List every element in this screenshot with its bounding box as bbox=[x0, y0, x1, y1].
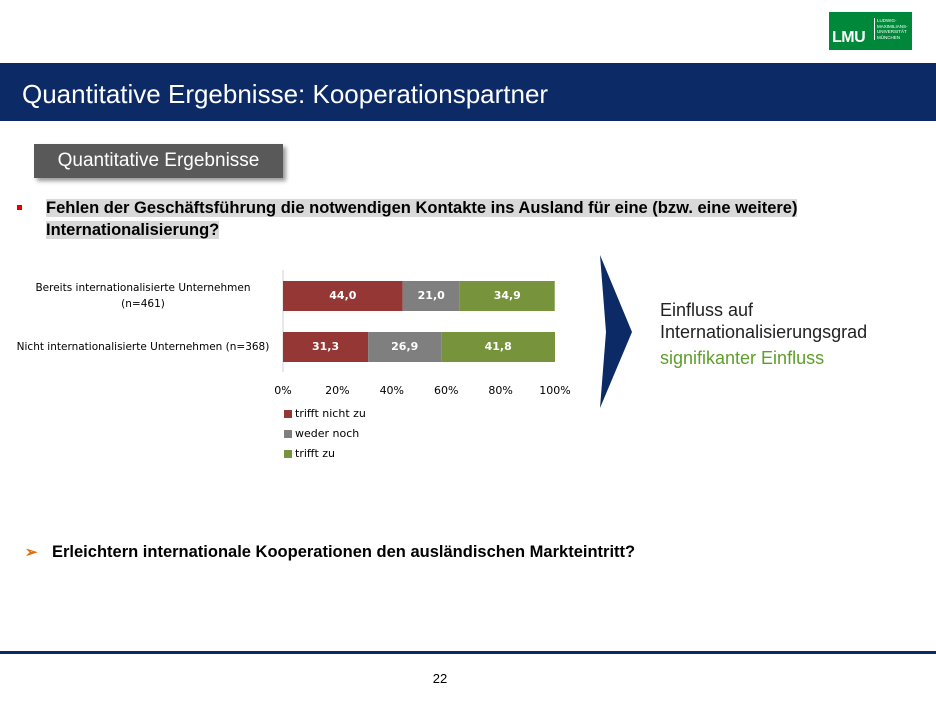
bar-segment bbox=[441, 332, 555, 362]
value-label: 31,3 bbox=[312, 340, 339, 353]
bar-segment bbox=[459, 281, 555, 311]
legend-label: trifft nicht zu bbox=[295, 407, 366, 420]
logo-mark: LMU bbox=[832, 29, 866, 46]
logo: LMU LUDWIG- MAXIMILIANS- UNIVERSITÄT MÜNCHE… bbox=[829, 12, 912, 50]
legend-swatch bbox=[284, 410, 292, 418]
callout-line: Einfluss auf bbox=[660, 300, 754, 320]
x-tick-label: 40% bbox=[380, 384, 404, 397]
logo-line: UNIVERSITÄT bbox=[877, 29, 907, 34]
value-label: 21,0 bbox=[418, 289, 445, 302]
legend-swatch bbox=[284, 430, 292, 438]
bar-segment bbox=[283, 332, 369, 362]
header-band bbox=[0, 63, 936, 121]
x-tick-label: 60% bbox=[434, 384, 458, 397]
logo-line: MAXIMILIANS- bbox=[877, 23, 908, 29]
value-label: 34,9 bbox=[494, 289, 521, 302]
x-tick-label: 20% bbox=[325, 384, 349, 397]
value-label: 41,8 bbox=[485, 340, 512, 353]
arrow-bullet: ➢ bbox=[25, 544, 38, 561]
bar-segment bbox=[368, 332, 442, 362]
x-tick-label: 100% bbox=[539, 384, 570, 397]
slide-title: Quantitative Ergebnisse: Kooperationspar… bbox=[22, 79, 549, 109]
logo-text: LUDWIG- MAXIMILIANS- UNIVERSITÄT MÜNCHEN bbox=[874, 18, 908, 40]
question: Fehlen der Geschäftsführung die notwendi… bbox=[46, 197, 906, 241]
callout-result: signifikanter Einfluss bbox=[660, 348, 825, 368]
section-label: Quantitative Ergebnisse bbox=[34, 144, 283, 178]
value-label: 44,0 bbox=[329, 289, 356, 302]
bar-segment bbox=[402, 281, 460, 311]
legend-swatch bbox=[284, 450, 292, 458]
category-label: Bereits internationalisierte Unternehmen… bbox=[35, 282, 251, 310]
bullet bbox=[17, 205, 22, 210]
logo-line: MÜNCHEN bbox=[877, 34, 900, 40]
footer-line bbox=[0, 651, 936, 654]
chevron bbox=[600, 255, 632, 408]
next-question: Erleichtern internationale Kooperationen… bbox=[52, 543, 636, 561]
legend-label: trifft zu bbox=[295, 447, 335, 460]
x-tick-label: 0% bbox=[274, 384, 291, 397]
legend-label: weder noch bbox=[295, 427, 359, 440]
category-label: Nicht internationalisierte Unternehmen (… bbox=[16, 341, 270, 353]
logo-line: LUDWIG- bbox=[877, 18, 897, 23]
callout-line: Internationalisierungsgrad bbox=[660, 322, 868, 342]
bar-segment bbox=[283, 281, 403, 311]
page-number: 22 bbox=[432, 671, 448, 686]
x-tick-label: 80% bbox=[488, 384, 512, 397]
value-label: 26,9 bbox=[391, 340, 418, 353]
